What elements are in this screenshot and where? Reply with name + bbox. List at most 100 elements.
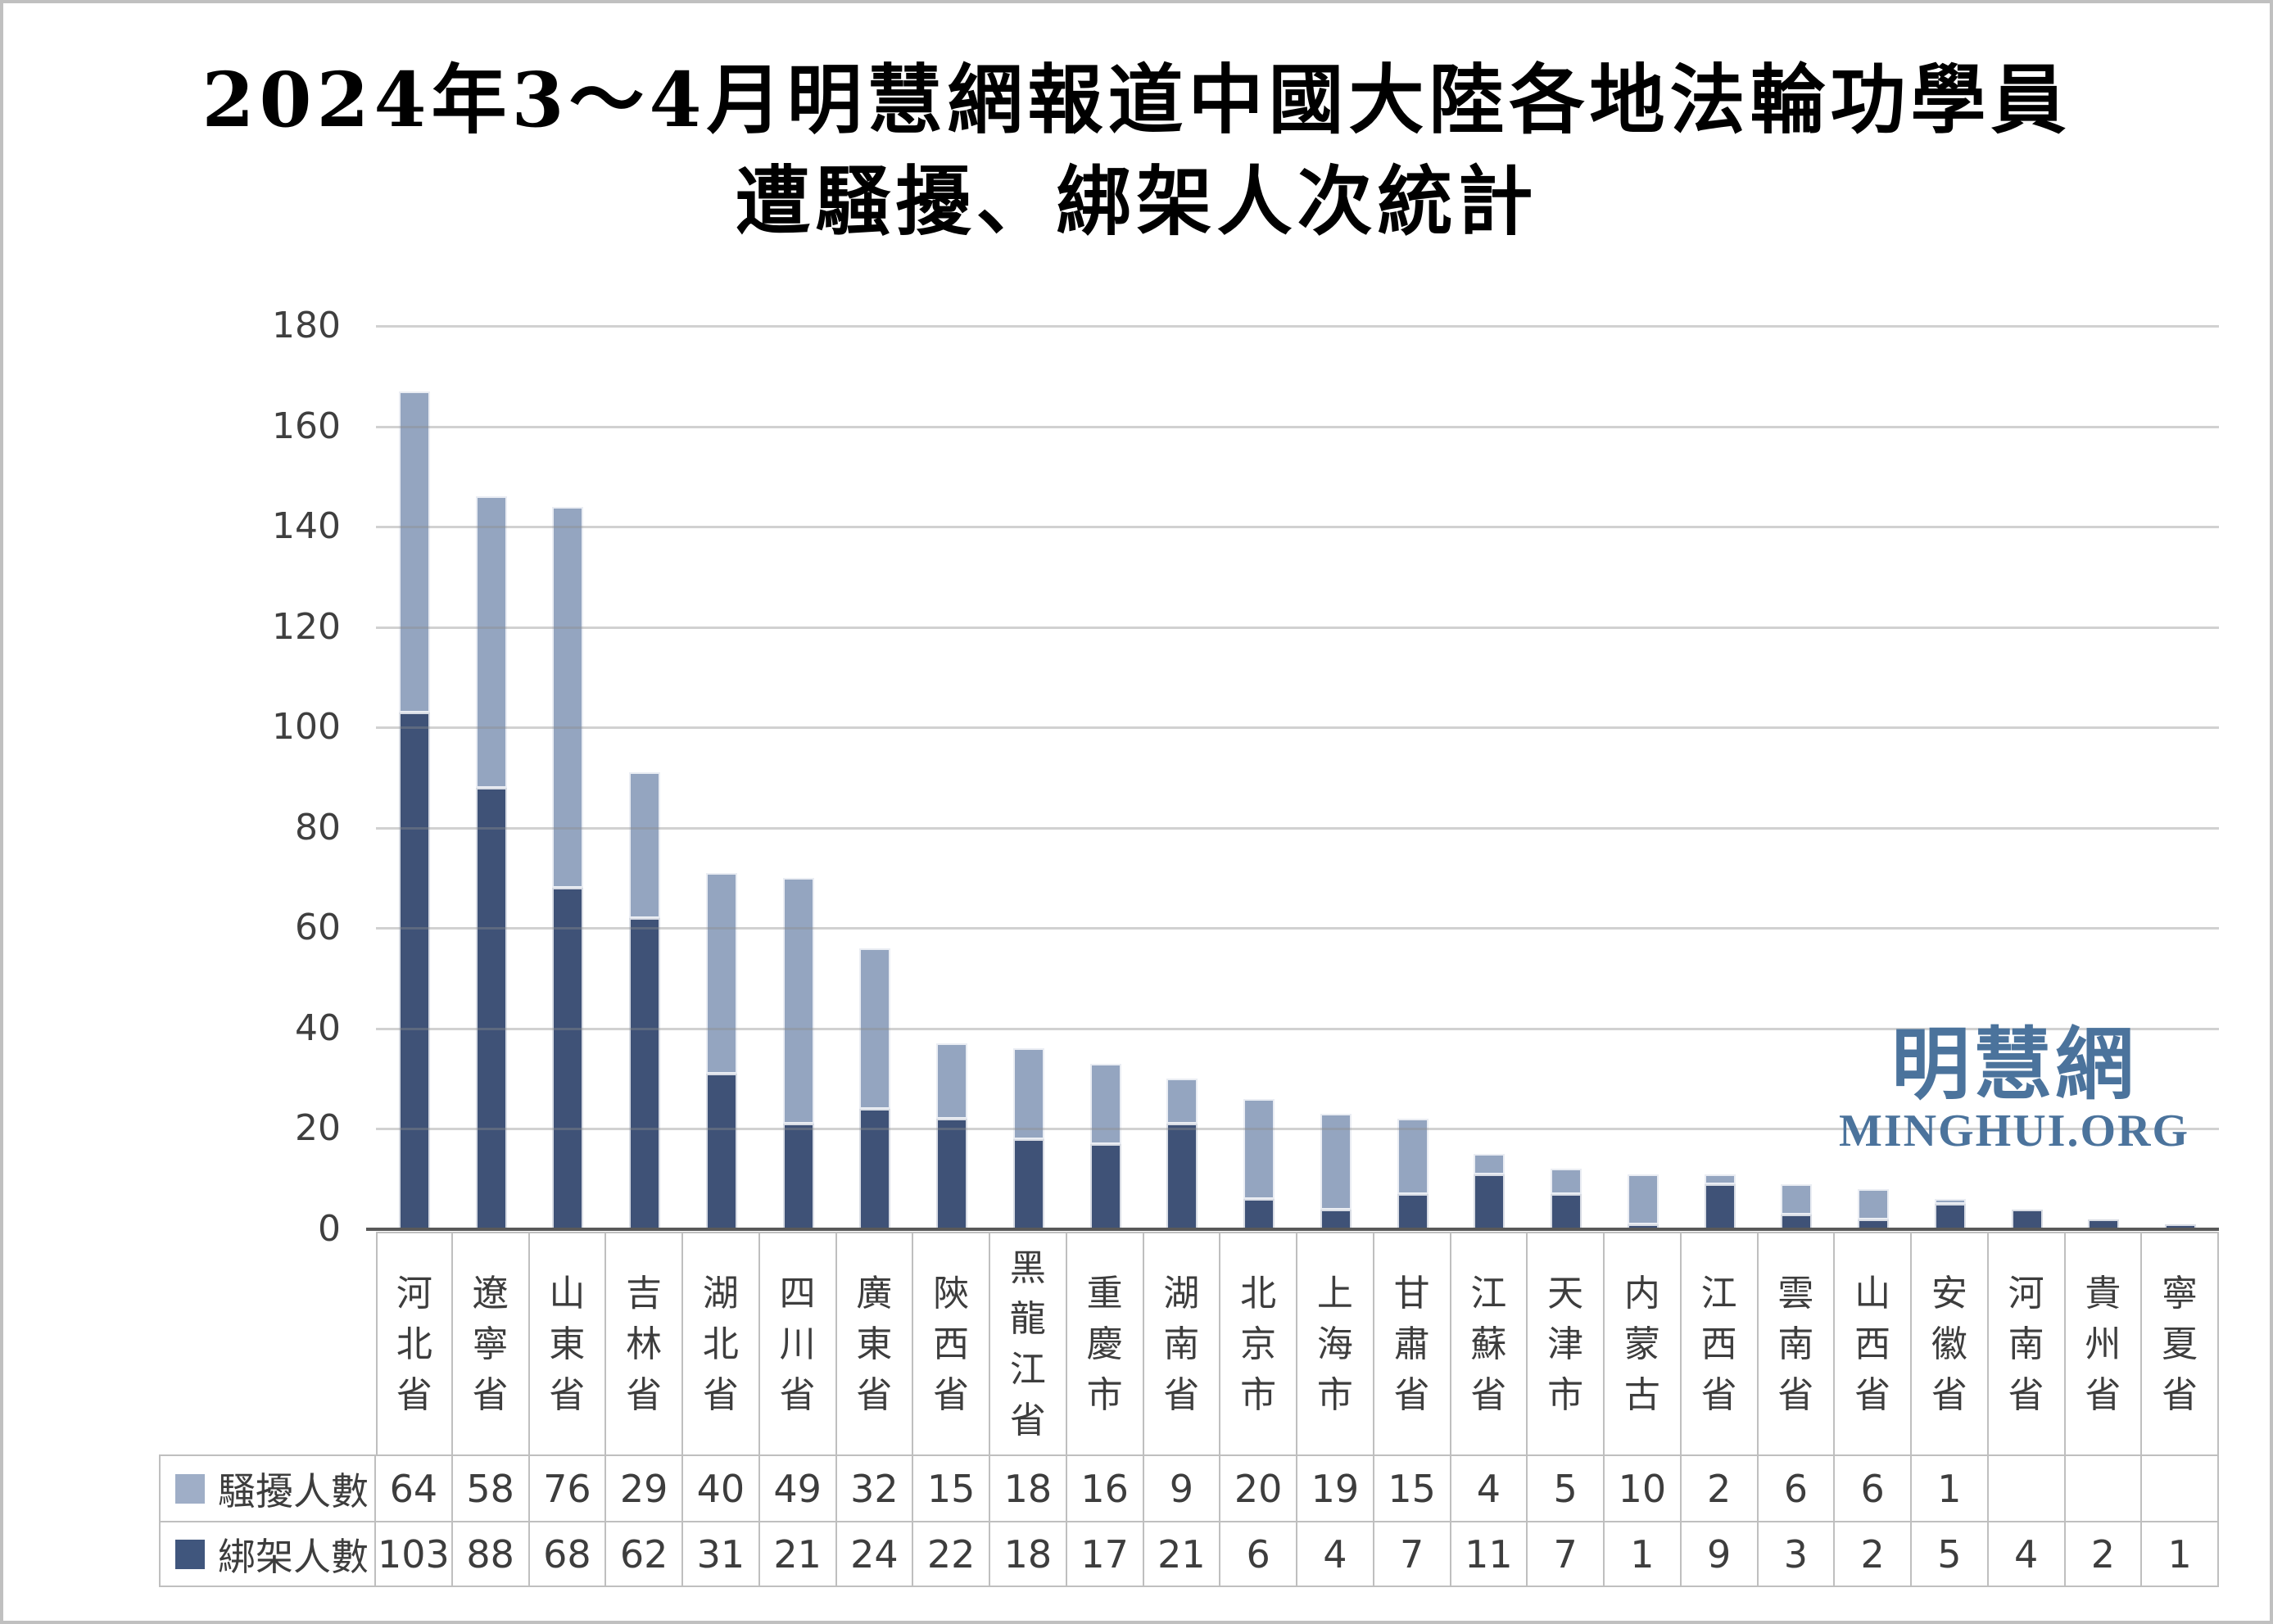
bar-segment-kidnapping	[1551, 1194, 1582, 1229]
value-cell: 7	[1528, 1521, 1605, 1587]
watermark-latin-text: MINGHUI.ORG	[1839, 1106, 2189, 1156]
category-cell: 貴 州 省	[2065, 1232, 2143, 1454]
value-cell: 11	[1451, 1521, 1528, 1587]
category-cell: 内 蒙 古	[1605, 1232, 1682, 1454]
value-cell: 15	[913, 1454, 990, 1521]
bar-segment-harassment	[936, 1043, 968, 1120]
bar-segment-kidnapping	[936, 1119, 968, 1229]
gridline	[376, 726, 2219, 730]
value-cell: 4	[1988, 1521, 2066, 1587]
value-cell: 49	[759, 1454, 837, 1521]
bar-column	[1912, 326, 1989, 1229]
bar-segment-harassment	[1012, 1048, 1044, 1139]
bar-column	[1682, 326, 1759, 1229]
category-cell: 湖 北 省	[683, 1232, 760, 1454]
category-cell: 吉 林 省	[606, 1232, 683, 1454]
y-axis-tick-label: 100	[272, 706, 341, 749]
bar-segment-kidnapping	[1397, 1194, 1429, 1229]
bar-segment-harassment	[398, 391, 430, 712]
value-cell: 1	[1605, 1521, 1682, 1587]
value-cell: 40	[683, 1454, 760, 1521]
category-cell: 遼 寧 省	[452, 1232, 530, 1454]
gridline	[376, 1128, 2219, 1131]
bar-column	[760, 326, 837, 1229]
watermark-cjk-text: 明慧網	[1891, 1018, 2137, 1111]
bar-segment-harassment	[1166, 1079, 1198, 1124]
bar-segment-kidnapping	[552, 888, 584, 1229]
bar-segment-harassment	[629, 772, 661, 919]
bar-segment-harassment	[1704, 1174, 1736, 1184]
bar-segment-kidnapping	[1089, 1143, 1121, 1229]
value-cell: 29	[606, 1454, 683, 1521]
category-cell: 河 南 省	[1988, 1232, 2066, 1454]
value-cell: 9	[1143, 1454, 1221, 1521]
bar-segment-harassment	[475, 496, 507, 788]
bar-column	[1528, 326, 1605, 1229]
y-axis-tick-label: 120	[272, 605, 341, 648]
value-cell: 18	[990, 1521, 1067, 1587]
value-cell: 6	[1835, 1454, 1912, 1521]
legend-color-swatch	[175, 1539, 205, 1569]
table-corner-blank	[159, 1232, 376, 1454]
bar-segment-kidnapping	[629, 918, 661, 1229]
value-cell: 88	[452, 1521, 530, 1587]
category-cell: 陝 西 省	[913, 1232, 990, 1454]
value-cell: 76	[529, 1454, 607, 1521]
value-cell: 22	[913, 1521, 990, 1587]
data-table: 河 北 省遼 寧 省山 東 省吉 林 省湖 北 省四 川 省廣 東 省陝 西 省…	[159, 1232, 2219, 1587]
y-axis-tick-label: 0	[318, 1208, 341, 1250]
category-cell: 寧 夏 省	[2142, 1232, 2219, 1454]
category-cell: 上 海 市	[1297, 1232, 1374, 1454]
bar-segment-harassment	[705, 872, 737, 1074]
bar-segment-harassment	[1397, 1119, 1429, 1195]
value-cell: 31	[683, 1521, 760, 1587]
bar-column	[1835, 326, 1912, 1229]
legend-cell: 騷擾人數	[159, 1454, 376, 1521]
legend-series-label: 綁架人數	[218, 1534, 369, 1579]
bar-column	[990, 326, 1067, 1229]
bar-column	[913, 326, 990, 1229]
bar-segment-kidnapping	[1012, 1138, 1044, 1229]
value-cell: 2	[1681, 1454, 1759, 1521]
bar-column	[1144, 326, 1221, 1229]
category-cell: 江 蘇 省	[1451, 1232, 1528, 1454]
legend-cell: 綁架人數	[159, 1521, 376, 1587]
value-cell: 62	[606, 1521, 683, 1587]
bar-segment-harassment	[1551, 1169, 1582, 1195]
y-axis-tick-label: 80	[295, 806, 341, 848]
bar-segment-kidnapping	[1320, 1209, 1352, 1229]
category-cell: 甘 肅 省	[1374, 1232, 1451, 1454]
bar-column	[453, 326, 530, 1229]
category-cell: 河 北 省	[376, 1232, 453, 1454]
value-cell: 20	[1220, 1454, 1297, 1521]
bar-segment-harassment	[1858, 1188, 1890, 1219]
gridline	[376, 626, 2219, 629]
bar-segment-kidnapping	[782, 1124, 814, 1229]
legend-color-swatch	[175, 1473, 205, 1504]
bar-segment-kidnapping	[859, 1108, 891, 1229]
gridline	[376, 325, 2219, 328]
value-cell: 10	[1605, 1454, 1682, 1521]
bar-segment-harassment	[552, 506, 584, 889]
gridline	[376, 826, 2219, 830]
category-cell: 江 西 省	[1681, 1232, 1759, 1454]
value-cell: 21	[759, 1521, 837, 1587]
value-cell	[2065, 1454, 2143, 1521]
value-cell: 24	[836, 1521, 914, 1587]
value-cell: 6	[1758, 1454, 1836, 1521]
bar-segment-harassment	[1474, 1154, 1506, 1174]
category-cell: 雲 南 省	[1758, 1232, 1836, 1454]
bar-column	[1297, 326, 1374, 1229]
bar-segment-kidnapping	[1166, 1124, 1198, 1229]
bar-column	[1451, 326, 1528, 1229]
value-cell: 3	[1758, 1521, 1836, 1587]
plot-area	[366, 325, 2219, 1231]
value-cell: 19	[1297, 1454, 1374, 1521]
value-cell: 2	[2065, 1521, 2143, 1587]
bar-column	[1605, 326, 1682, 1229]
legend-series-label: 騷擾人數	[218, 1468, 369, 1513]
y-axis-tick-label: 140	[272, 505, 341, 548]
chart-title-line2: 遭騷擾、綁架人次統計	[735, 157, 1538, 246]
value-cell: 2	[1835, 1521, 1912, 1587]
